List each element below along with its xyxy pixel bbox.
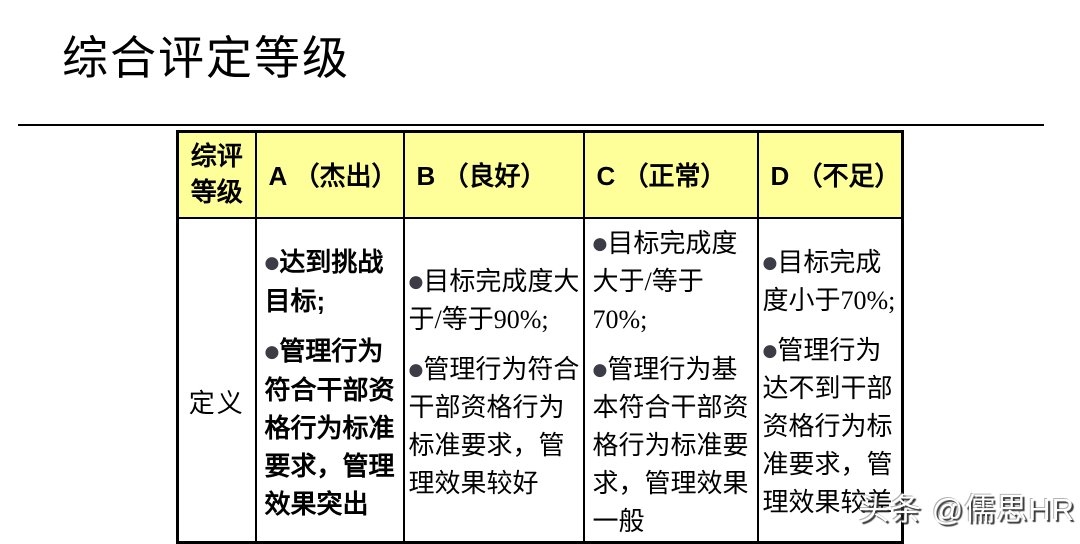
page-title: 综合评定等级 [62, 33, 350, 84]
bullet-icon: ● [762, 340, 778, 361]
definition-text: 达到挑战目标; [264, 246, 384, 316]
header-grade-c: C （正常） [582, 130, 759, 219]
watermark: 头条 @儒思HR [858, 492, 1075, 527]
definition-text: 目标完成度小于70%; [762, 247, 896, 315]
table-definition-row: 定义 ●达到挑战目标; ●管理行为符合干部资格行为标准要求，管理效果突出 ●目标… [176, 216, 904, 543]
definition-text: 管理行为符合干部资格行为标准要求，管理效果较好 [408, 354, 580, 498]
list-item: ●目标完成度大于/等于70%; [593, 225, 751, 339]
list-item: ●目标完成度小于70%; [763, 244, 902, 320]
list-item: ●管理行为符合干部资格行为标准要求，管理效果较好 [409, 351, 583, 503]
definition-row-label: 定义 [176, 216, 257, 543]
bullet-icon: ● [408, 271, 424, 292]
list-item: ●管理行为基本符合干部资格行为标准要求，管理效果一般 [593, 351, 751, 541]
list-item: ●目标完成度大于/等于90%; [409, 263, 583, 339]
definition-text: 目标完成度大于/等于90%; [408, 266, 580, 334]
definition-cell-b: ●目标完成度大于/等于90%; ●管理行为符合干部资格行为标准要求，管理效果较好 [402, 216, 585, 543]
definition-text: 管理行为达不到干部资格行为标准要求，管理效果较差 [762, 335, 893, 517]
list-item: ●管理行为达不到干部资格行为标准要求，管理效果较差 [763, 332, 902, 522]
bullet-icon: ● [264, 252, 280, 273]
definition-cell-c: ●目标完成度大于/等于70%; ●管理行为基本符合干部资格行为标准要求，管理效果… [582, 216, 759, 543]
definition-text: 管理行为符合干部资格行为标准要求，管理效果突出 [264, 335, 395, 519]
bullet-icon: ● [408, 359, 424, 380]
definition-cell-d: ●目标完成度小于70%; ●管理行为达不到干部资格行为标准要求，管理效果较差 [756, 216, 904, 543]
table-header-row: 综评等级 A （杰出） B （良好） C （正常） D （不足） [176, 130, 904, 219]
title-underline [18, 124, 1044, 126]
header-row-label: 综评等级 [176, 130, 257, 219]
definition-text: 管理行为基本符合干部资格行为标准要求，管理效果一般 [592, 354, 749, 536]
list-item: ●管理行为符合干部资格行为标准要求，管理效果突出 [265, 332, 403, 523]
header-grade-a: A （杰出） [254, 130, 405, 219]
bullet-icon: ● [762, 252, 778, 273]
bullet-icon: ● [264, 341, 280, 362]
definition-text: 目标完成度大于/等于70%; [592, 228, 738, 334]
header-grade-d: D （不足） [756, 130, 904, 219]
definition-cell-a: ●达到挑战目标; ●管理行为符合干部资格行为标准要求，管理效果突出 [254, 216, 405, 543]
bullet-icon: ● [592, 359, 608, 380]
bullet-icon: ● [592, 233, 608, 254]
list-item: ●达到挑战目标; [265, 243, 403, 320]
rating-table: 综评等级 A （杰出） B （良好） C （正常） D （不足） 定义 ●达到挑… [176, 130, 904, 544]
header-grade-b: B （良好） [402, 130, 585, 219]
